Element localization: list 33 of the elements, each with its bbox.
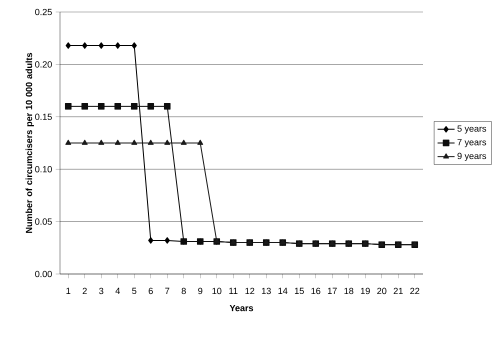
x-tick-label: 8 <box>182 288 186 294</box>
x-tick-label: 19 <box>360 288 370 294</box>
x-tick-label: 21 <box>394 288 403 294</box>
y-axis-title: Number of circumcisers per 10 000 adults <box>26 52 34 233</box>
x-tick-label: 12 <box>245 288 254 294</box>
x-tick-label: 9 <box>198 288 202 294</box>
x-tick-label: 2 <box>82 288 87 294</box>
x-tick-label: 17 <box>328 288 337 294</box>
x-tick-label: 4 <box>115 288 120 294</box>
y-tick-label: 0.15 <box>35 114 52 120</box>
y-tick-label: 0.00 <box>35 270 52 278</box>
legend-label: 9 years <box>458 152 486 161</box>
x-tick-label: 20 <box>377 288 386 294</box>
x-tick-label: 10 <box>212 288 222 294</box>
x-tick-label: 14 <box>278 288 288 294</box>
x-tick-label: 1 <box>66 288 70 294</box>
x-tick-label: 18 <box>344 288 354 294</box>
x-tick-label: 22 <box>410 288 420 294</box>
x-tick-label: 11 <box>229 288 238 294</box>
x-tick-label: 7 <box>165 288 170 294</box>
y-tick-label: 0.10 <box>35 166 52 172</box>
x-tick-label: 6 <box>148 288 153 294</box>
y-tick-label: 0.05 <box>35 218 52 225</box>
legend-label: 5 years <box>457 125 486 134</box>
x-tick-label: 16 <box>311 288 320 294</box>
x-tick-label: 13 <box>262 288 271 294</box>
y-tick-label: 0.20 <box>35 61 52 68</box>
x-tick-label: 5 <box>132 288 136 294</box>
y-tick-label: 0.25 <box>35 8 52 16</box>
x-axis-title: Years <box>230 304 254 312</box>
legend-label: 7 years <box>458 139 486 148</box>
x-tick-label: 3 <box>99 288 104 294</box>
x-tick-label: 15 <box>294 288 304 294</box>
